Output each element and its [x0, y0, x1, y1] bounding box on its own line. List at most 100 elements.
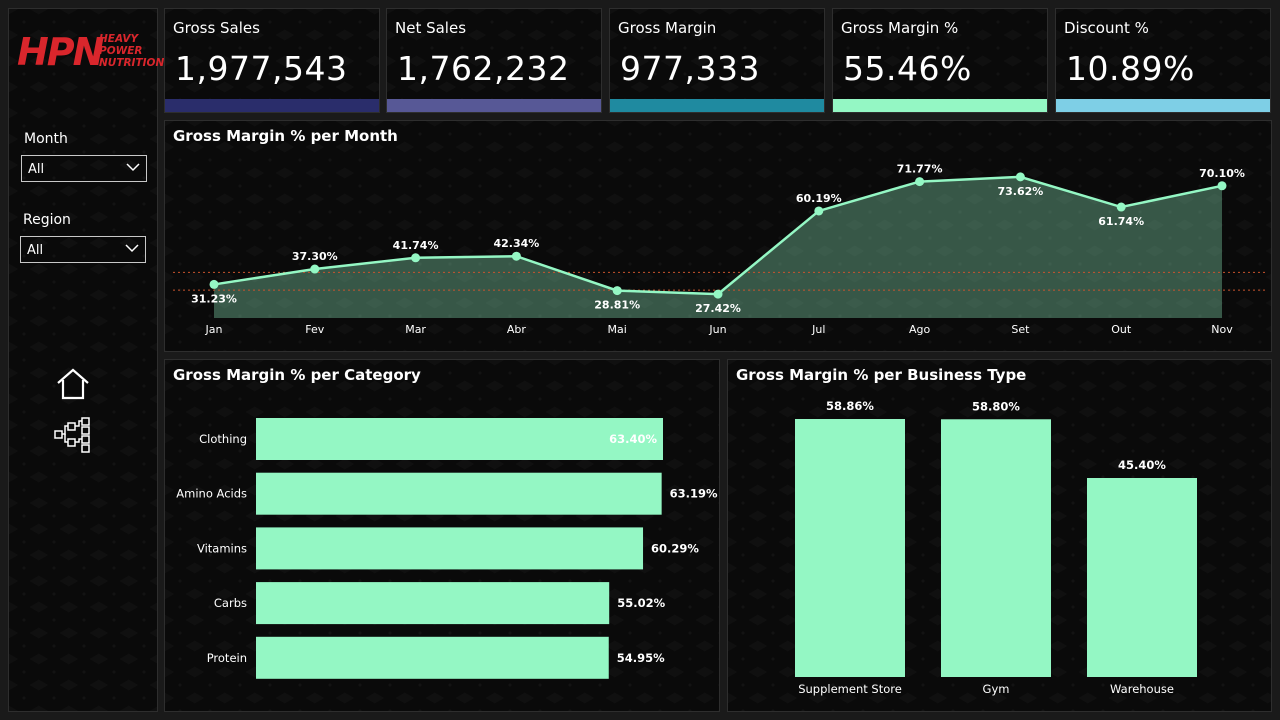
kpi-card-discount-pct: Discount % 10.89%	[1055, 8, 1271, 113]
x-tick-label: Nov	[1211, 323, 1233, 336]
data-label: 70.10%	[1199, 167, 1245, 180]
kpi-title: Gross Margin %	[841, 19, 959, 37]
region-filter-label: Region	[23, 212, 71, 228]
kpi-color-bar	[833, 99, 1047, 112]
data-label: 58.86%	[826, 399, 874, 413]
x-tick-label: Out	[1111, 323, 1132, 336]
data-label: 58.80%	[972, 399, 1020, 413]
data-point[interactable]	[1217, 181, 1227, 191]
data-point[interactable]	[814, 206, 824, 216]
data-point[interactable]	[713, 289, 723, 299]
category-label: Supplement Store	[798, 682, 902, 696]
month-dropdown-value: All	[28, 162, 45, 177]
region-dropdown-value: All	[27, 243, 44, 258]
category-margin-chart-panel: Gross Margin % per Category Clothing 63.4…	[164, 359, 720, 712]
hierarchy-icon[interactable]	[53, 417, 93, 453]
data-label: 73.62%	[997, 185, 1043, 198]
data-label: 28.81%	[594, 299, 640, 312]
bar[interactable]	[256, 418, 663, 460]
x-tick-label: Mar	[405, 323, 426, 336]
kpi-color-bar	[610, 99, 824, 112]
data-point[interactable]	[209, 279, 219, 289]
data-label: 27.42%	[695, 302, 741, 315]
month-dropdown[interactable]: All	[21, 155, 147, 182]
chevron-down-icon	[126, 163, 140, 172]
x-tick-label: Fev	[305, 323, 324, 336]
category-label: Gym	[983, 682, 1010, 696]
bar[interactable]	[256, 582, 610, 625]
data-point[interactable]	[915, 177, 925, 187]
kpi-card-gross-margin-pct: Gross Margin % 55.46%	[832, 8, 1048, 113]
data-point[interactable]	[1015, 172, 1025, 182]
kpi-value: 977,333	[620, 49, 760, 88]
data-label: 63.40%	[609, 432, 657, 446]
kpi-title: Net Sales	[395, 19, 467, 37]
bar[interactable]	[1087, 477, 1197, 677]
x-tick-label: Jun	[708, 323, 726, 336]
monthly-margin-chart: 31.23% Jan 37.30% Fev 41.74% Mar 42.34% Abr 28.8…	[173, 163, 1265, 336]
data-label: 37.30%	[292, 250, 338, 263]
bar[interactable]	[795, 419, 905, 677]
data-label: 31.23%	[191, 292, 237, 305]
data-label: 42.34%	[493, 237, 539, 250]
bar[interactable]	[256, 472, 662, 515]
category-label: Warehouse	[1110, 682, 1174, 696]
logo-subtext: HEAVY POWER NUTRITION	[99, 33, 164, 69]
brand-logo: HPN HEAVY POWER NUTRITION	[17, 30, 164, 81]
x-tick-label: Set	[1011, 323, 1030, 336]
logo-text: HPN	[17, 30, 104, 74]
data-label: 61.74%	[1098, 215, 1144, 228]
month-filter-label: Month	[24, 131, 68, 147]
category-label: Amino Acids	[176, 487, 247, 501]
data-point[interactable]	[612, 286, 622, 296]
sidebar: HPN HEAVY POWER NUTRITION Month All Regi…	[8, 8, 164, 712]
kpi-value: 1,977,543	[175, 49, 348, 88]
kpi-title: Gross Sales	[173, 19, 260, 37]
category-label: Vitamins	[197, 541, 247, 555]
data-label: 45.40%	[1118, 458, 1166, 472]
data-label: 55.02%	[617, 596, 665, 610]
bar[interactable]	[256, 636, 609, 679]
category-label: Protein	[207, 651, 247, 665]
kpi-color-bar	[387, 99, 601, 112]
x-tick-label: Jan	[205, 323, 223, 336]
chart-title: Gross Margin % per Category	[173, 366, 421, 384]
kpi-color-bar	[165, 99, 379, 112]
logo-subtext-line: POWER	[99, 45, 143, 57]
chart-title: Gross Margin % per Month	[173, 127, 398, 145]
home-icon[interactable]	[55, 367, 91, 401]
region-dropdown[interactable]: All	[20, 236, 146, 263]
data-point[interactable]	[1116, 202, 1126, 212]
category-label: Clothing	[199, 432, 247, 446]
kpi-card-gross-margin: Gross Margin 977,333	[609, 8, 825, 113]
bar[interactable]	[256, 527, 644, 570]
data-point[interactable]	[310, 264, 320, 274]
x-tick-label: Ago	[909, 323, 931, 336]
data-label: 54.95%	[617, 651, 665, 665]
business-type-margin-chart-panel: Gross Margin % per Business Type 58.86% S…	[727, 359, 1272, 712]
data-label: 41.74%	[393, 239, 439, 252]
data-point[interactable]	[511, 251, 521, 261]
kpi-color-bar	[1056, 99, 1270, 112]
bar[interactable]	[941, 419, 1051, 677]
monthly-margin-chart-panel: Gross Margin % per Month 31.23% Jan 37.30%…	[164, 120, 1272, 352]
x-tick-label: Mai	[608, 323, 627, 336]
x-tick-label: Abr	[507, 323, 527, 336]
kpi-card-net-sales: Net Sales 1,762,232	[386, 8, 602, 113]
kpi-value: 1,762,232	[397, 49, 570, 88]
chart-title: Gross Margin % per Business Type	[736, 366, 1027, 384]
kpi-title: Discount %	[1064, 19, 1149, 37]
data-label: 63.19%	[670, 487, 718, 501]
data-label: 71.77%	[897, 163, 943, 176]
kpi-value: 55.46%	[843, 49, 972, 88]
kpi-card-gross-sales: Gross Sales 1,977,543	[164, 8, 380, 113]
area-fill	[214, 176, 1222, 318]
data-label: 60.19%	[796, 192, 842, 205]
data-point[interactable]	[411, 253, 421, 263]
logo-subtext-line: HEAVY	[99, 33, 139, 45]
x-tick-label: Jul	[811, 323, 825, 336]
kpi-title: Gross Margin	[618, 19, 717, 37]
category-margin-chart: Clothing 63.40% Amino Acids 63.19% Vitamins 6…	[176, 418, 718, 679]
chevron-down-icon	[125, 244, 139, 253]
data-label: 60.29%	[651, 541, 699, 555]
